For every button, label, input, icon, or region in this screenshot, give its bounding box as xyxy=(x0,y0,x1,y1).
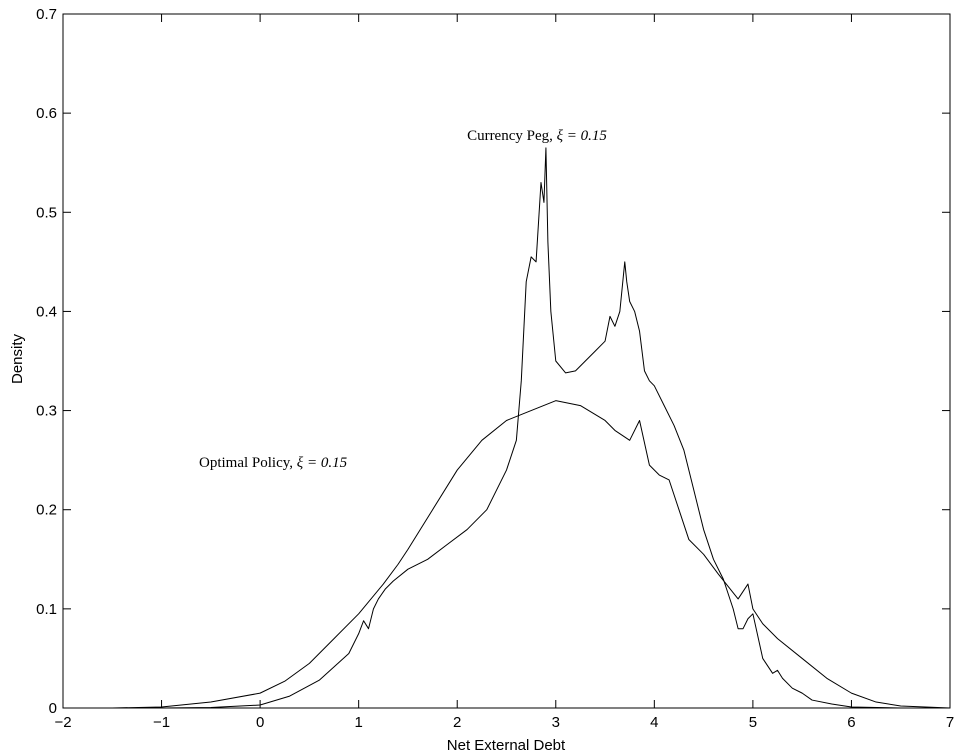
x-tick-label: 5 xyxy=(749,714,757,731)
y-tick-label: 0.5 xyxy=(36,204,57,221)
plot-area xyxy=(62,13,951,709)
x-tick-label: 3 xyxy=(552,714,560,731)
axes-frame xyxy=(62,13,951,709)
annotation-math: ξ = 0.15 xyxy=(297,455,348,471)
x-axis-label: Net External Debt xyxy=(447,737,566,754)
x-tick-label: −1 xyxy=(153,714,170,731)
y-tick-label: 0.2 xyxy=(36,502,57,519)
y-tick-label: 0.6 xyxy=(36,105,57,122)
annotation-prefix: Optimal Policy, xyxy=(199,455,297,471)
x-tick-label: 6 xyxy=(847,714,855,731)
y-axis-label: Density xyxy=(9,333,26,384)
x-tick-label: 0 xyxy=(256,714,264,731)
y-tick-label: 0.7 xyxy=(36,6,57,23)
annotation-math: ξ = 0.15 xyxy=(557,128,608,144)
y-axis-ticks: 0 0.1 0.2 0.3 0.4 0.5 0.6 0.7 xyxy=(36,6,950,717)
x-axis-ticks: −2 −1 0 1 2 3 4 5 6 7 xyxy=(54,14,954,731)
y-tick-label: 0.4 xyxy=(36,303,57,320)
x-tick-label: 1 xyxy=(354,714,362,731)
y-tick-label: 0.3 xyxy=(36,403,57,420)
x-tick-label: 2 xyxy=(453,714,461,731)
annotation-prefix: Currency Peg, xyxy=(467,128,557,144)
y-tick-label: 0.1 xyxy=(36,601,57,618)
x-tick-label: 7 xyxy=(946,714,954,731)
x-tick-label: −2 xyxy=(54,714,71,731)
x-tick-label: 4 xyxy=(650,714,658,731)
series-lines xyxy=(63,147,951,709)
y-tick-label: 0 xyxy=(49,700,57,717)
annotation-1: Currency Peg, ξ = 0.15 xyxy=(467,128,607,144)
annotation-2: Optimal Policy, ξ = 0.15 xyxy=(199,455,348,471)
series-line-2 xyxy=(63,400,951,709)
series-line-1 xyxy=(63,147,950,709)
